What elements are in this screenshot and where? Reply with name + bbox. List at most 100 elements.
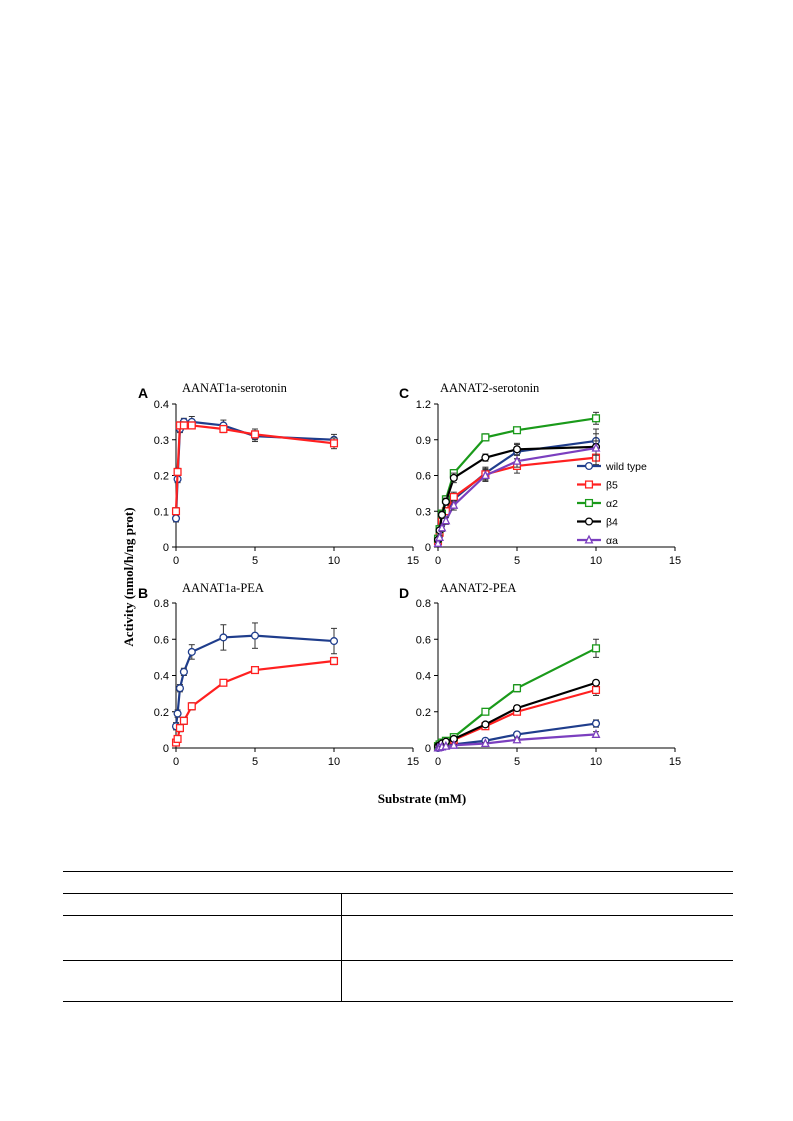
legend-item: β5 (577, 480, 618, 492)
series-point (480, 470, 490, 480)
x-tick-label: 5 (514, 555, 520, 567)
series-point (179, 421, 188, 430)
y-tick-label: 0 (425, 743, 431, 755)
legend-label: β5 (606, 480, 618, 492)
panel-c: AANAT2-serotonin 0 0.3 0.6 0.9 1.2 0 5 10 15 (416, 381, 681, 567)
x-tick-label: 10 (590, 555, 602, 567)
series-point (591, 442, 601, 452)
x-tick-label: 15 (669, 756, 681, 768)
panel-title: AANAT1a-PEA (182, 581, 264, 595)
series-point (187, 702, 196, 711)
series-point (179, 667, 188, 676)
series-point (591, 644, 601, 653)
legend-item: αa (577, 534, 618, 547)
x-tick-label: 15 (669, 555, 681, 567)
series-point (171, 507, 181, 516)
series-point (481, 433, 490, 442)
series-wild type (171, 622, 339, 731)
panel-a: AANAT1a-serotonin 0 0.1 0.2 0.3 0.4 0 5 10 15 (154, 381, 419, 567)
series-point (449, 739, 459, 749)
x-tick-label: 0 (173, 555, 179, 567)
x-tick-label: 15 (407, 555, 419, 567)
x-tick-label: 0 (173, 756, 179, 768)
y-axis-label: Activity (nmol/h/ng prot) (121, 507, 136, 646)
series-β5 (171, 656, 339, 747)
panel-title: AANAT2-PEA (440, 581, 516, 595)
series-point (250, 666, 260, 675)
series-point (437, 522, 447, 532)
series-point (187, 647, 196, 656)
series-point (175, 724, 185, 733)
legend-marker-point (584, 461, 594, 471)
legend-marker-point (584, 498, 594, 508)
panel-title: AANAT2-serotonin (440, 381, 540, 395)
series-αa (433, 729, 601, 752)
y-tick-label: 0.4 (154, 671, 169, 683)
y-tick-label: 0.2 (416, 707, 431, 719)
table-rule (63, 960, 733, 961)
series-point (481, 453, 490, 462)
legend-item: β4 (577, 517, 618, 529)
series-point (437, 510, 447, 519)
series-point (329, 637, 339, 646)
series-β4 (433, 428, 601, 544)
series-point (329, 656, 339, 666)
table-rule-top (63, 871, 733, 872)
series-point (512, 684, 522, 693)
series-point (173, 709, 182, 718)
series-point (591, 685, 601, 695)
series-line (436, 417, 597, 539)
y-tick-label: 0.1 (154, 506, 169, 518)
y-tick-label: 0.6 (154, 634, 169, 646)
panel-b: AANAT1a-PEA 0 0.2 0.4 0.6 0.8 0 5 10 15 (154, 581, 419, 768)
series-point (175, 684, 185, 693)
series-point (329, 439, 339, 448)
series-point (591, 414, 601, 423)
x-tick-label: 5 (252, 555, 258, 567)
legend: wild type β5 α2 β4 αa (577, 461, 647, 547)
y-tick-label: 0 (163, 542, 169, 554)
series-point (512, 445, 522, 454)
table-rule-bottom (63, 1001, 733, 1002)
series-point (441, 515, 451, 525)
series-point (187, 421, 196, 430)
y-tick-label: 0.6 (416, 634, 431, 646)
series-point (449, 492, 458, 501)
y-tick-label: 0.3 (154, 435, 169, 447)
series-point (480, 738, 490, 748)
series-point (173, 734, 182, 743)
x-tick-label: 5 (252, 756, 258, 768)
y-tick-label: 1.2 (416, 399, 431, 411)
table-rule (63, 893, 733, 894)
x-tick-label: 10 (590, 756, 602, 768)
series-point (435, 532, 445, 542)
series-point (171, 514, 181, 523)
x-tick-label: 10 (328, 555, 340, 567)
series-α2 (433, 411, 601, 543)
panel-d: AANAT2-PEA 0 0.2 0.4 0.6 0.8 0 5 10 15 (416, 581, 681, 768)
panel-title: AANAT1a-serotonin (182, 381, 288, 395)
legend-marker-point (584, 480, 594, 489)
legend-label: αa (606, 535, 618, 547)
legend-item: wild type (577, 461, 647, 473)
legend-marker-point (584, 517, 594, 526)
series-point (173, 467, 182, 476)
y-tick-label: 0.2 (154, 471, 169, 483)
series-point (512, 426, 522, 435)
panel-letter-b: B (138, 585, 148, 601)
series-point (219, 633, 228, 642)
y-tick-label: 0.9 (416, 435, 431, 447)
series-point (250, 430, 260, 439)
panel-letter-a: A (138, 385, 148, 401)
series-point (449, 473, 458, 482)
y-tick-label: 0.2 (154, 707, 169, 719)
series-point (219, 424, 228, 434)
x-tick-label: 15 (407, 756, 419, 768)
x-tick-label: 5 (514, 756, 520, 768)
series-point (441, 497, 450, 506)
series-point (481, 720, 490, 729)
y-tick-label: 0.4 (416, 671, 431, 683)
panel-letter-d: D (399, 585, 409, 601)
y-tick-label: 0.4 (154, 399, 169, 411)
